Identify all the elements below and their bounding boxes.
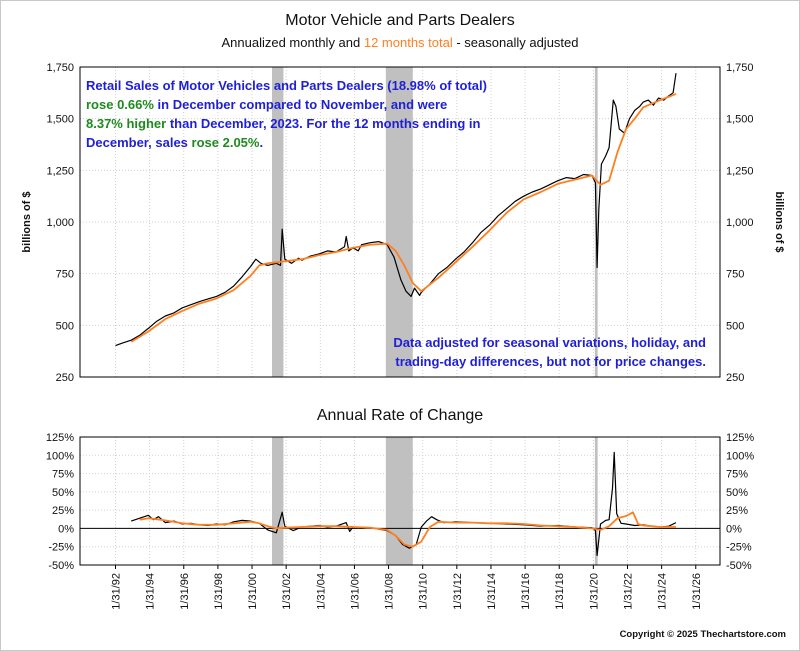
series-line [139, 511, 676, 548]
annotation-segment: than December, 2023. For the 12 months e… [166, 116, 480, 131]
x-tick-label: 1/31/94 [145, 573, 157, 610]
y-tick-label-left: 0% [58, 523, 74, 535]
y-tick-label-left: 125% [46, 432, 74, 444]
y-tick-label-left: 250 [56, 372, 74, 384]
y-tick-label-left: 500 [56, 320, 74, 332]
y-tick-label-right: 1,750 [726, 62, 754, 74]
y-tick-label-right: 1,500 [726, 114, 754, 126]
y-tick-label-right: 125% [726, 432, 754, 444]
recession-band [594, 437, 598, 565]
y-tick-label-left: 750 [56, 269, 74, 281]
y-tick-label-right: 100% [726, 450, 754, 462]
roc-chart-grid [80, 436, 720, 566]
x-tick-label: 1/31/24 [657, 573, 669, 610]
y-tick-label-left: 100% [46, 450, 74, 462]
roc-chart-frame [79, 436, 721, 566]
y-tick-label-left: -50% [48, 560, 74, 572]
y-tick-label-right: 50% [726, 487, 748, 499]
x-tick-label: 1/31/26 [691, 573, 703, 610]
x-tick-label: 1/31/00 [247, 573, 259, 610]
annotation-line: trading-day differences, but not for pri… [395, 354, 706, 369]
roc-chart-series [131, 451, 677, 557]
x-tick-label: 1/31/16 [520, 573, 532, 610]
y-tick-label-left: -25% [48, 542, 74, 554]
main-chart-y-axis-right: 250 500 750 1,000 1,250 1,500 1,750 [726, 62, 754, 384]
roc-chart-y-axis-left: -50% -25% 0% 25% 50% 75% 100% 125% [46, 432, 74, 572]
annotation-segment: in December compared to November, and we… [154, 97, 447, 112]
y-tick-label-left: 1,750 [46, 62, 74, 74]
annotation-line: rose 0.66% in December compared to Novem… [86, 97, 447, 112]
y-tick-label-right: 500 [726, 320, 744, 332]
main-chart-subtitle: Annualized monthly and 12 months total -… [221, 35, 578, 50]
annotation-segment: trading-day differences, but not for pri… [395, 354, 706, 369]
x-tick-label: 1/31/12 [452, 573, 464, 610]
annotation-segment: 8.37% higher [86, 116, 166, 131]
x-tick-label: 1/31/18 [554, 573, 566, 610]
subtitle-part: Annualized monthly and [221, 35, 363, 50]
y-tick-label-right: 0% [726, 523, 742, 535]
y-tick-label-right: 25% [726, 505, 748, 517]
y-tick-label-right: -25% [726, 542, 752, 554]
x-tick-label: 1/31/14 [486, 573, 498, 610]
y-tick-label-right: 1,000 [726, 217, 754, 229]
main-chart-title: Motor Vehicle and Parts Dealers [285, 12, 514, 29]
y-tick-label-left: 1,000 [46, 217, 74, 229]
y-tick-label-left: 75% [52, 469, 74, 481]
subtitle-part: 12 months total [364, 35, 453, 50]
annotation-segment: rose 0.66% [86, 97, 154, 112]
x-tick-label: 1/31/08 [384, 573, 396, 610]
annotation-line: 8.37% higher than December, 2023. For th… [86, 116, 481, 131]
x-tick-label: 1/31/20 [588, 573, 600, 610]
y-tick-label-right: 75% [726, 469, 748, 481]
y-tick-label-left: 25% [52, 505, 74, 517]
recession-band [272, 437, 284, 565]
annotation-line: December, sales rose 2.05%. [86, 135, 263, 150]
y-tick-label-right: 250 [726, 372, 744, 384]
roc-chart-y-axis-right: -50% -25% 0% 25% 50% 75% 100% 125% [726, 432, 754, 572]
recession-band [385, 437, 413, 565]
x-tick-label: 1/31/10 [418, 573, 430, 610]
annotation-line: Data adjusted for seasonal variations, h… [393, 335, 706, 350]
annotation-segment: Data adjusted for seasonal variations, h… [393, 335, 706, 350]
annotation-segment: . [259, 135, 263, 150]
y-tick-label-left: 1,500 [46, 114, 74, 126]
x-tick-label: 1/31/96 [179, 573, 191, 610]
series-line [115, 73, 677, 347]
roc-chart-title: Annual Rate of Change [317, 407, 483, 424]
x-tick-label: 1/31/04 [315, 573, 327, 610]
x-tick-label: 1/31/06 [349, 573, 361, 610]
main-chart-series [115, 73, 677, 347]
main-chart-ylabel-right: billions of $ [773, 191, 785, 252]
y-tick-label-right: 1,250 [726, 165, 754, 177]
series-line [130, 93, 677, 343]
roc-chart-recession-shading [272, 437, 598, 565]
recession-band [385, 67, 413, 377]
subtitle-part: - seasonally adjusted [453, 35, 579, 50]
y-tick-label-left: 1,250 [46, 165, 74, 177]
main-chart-frame [79, 66, 721, 378]
y-tick-label-left: 50% [52, 487, 74, 499]
y-tick-label-right: -50% [726, 560, 752, 572]
annotation-line: Retail Sales of Motor Vehicles and Parts… [86, 78, 487, 93]
roc-chart-x-axis: 1/31/92 1/31/94 1/31/96 1/31/98 1/31/00 1/31/… [110, 565, 703, 610]
main-chart-y-axis-left: 250 500 750 1,000 1,250 1,500 1,750 [46, 62, 74, 384]
annotation-segment: rose 2.05% [192, 135, 260, 150]
recession-band [272, 67, 284, 377]
annotation-segment: Retail Sales of Motor Vehicles and Parts… [86, 78, 487, 93]
x-tick-label: 1/31/98 [213, 573, 225, 610]
x-tick-label: 1/31/02 [281, 573, 293, 610]
x-tick-label: 1/31/92 [110, 573, 122, 610]
annotation-segment: December, sales [86, 135, 192, 150]
x-tick-label: 1/31/22 [622, 573, 634, 610]
main-chart-annotations: Retail Sales of Motor Vehicles and Parts… [86, 78, 706, 369]
y-tick-label-right: 750 [726, 269, 744, 281]
main-chart-ylabel-left: billions of $ [21, 191, 33, 252]
copyright-text: Copyright © 2025 Thechartstore.com [620, 629, 786, 640]
